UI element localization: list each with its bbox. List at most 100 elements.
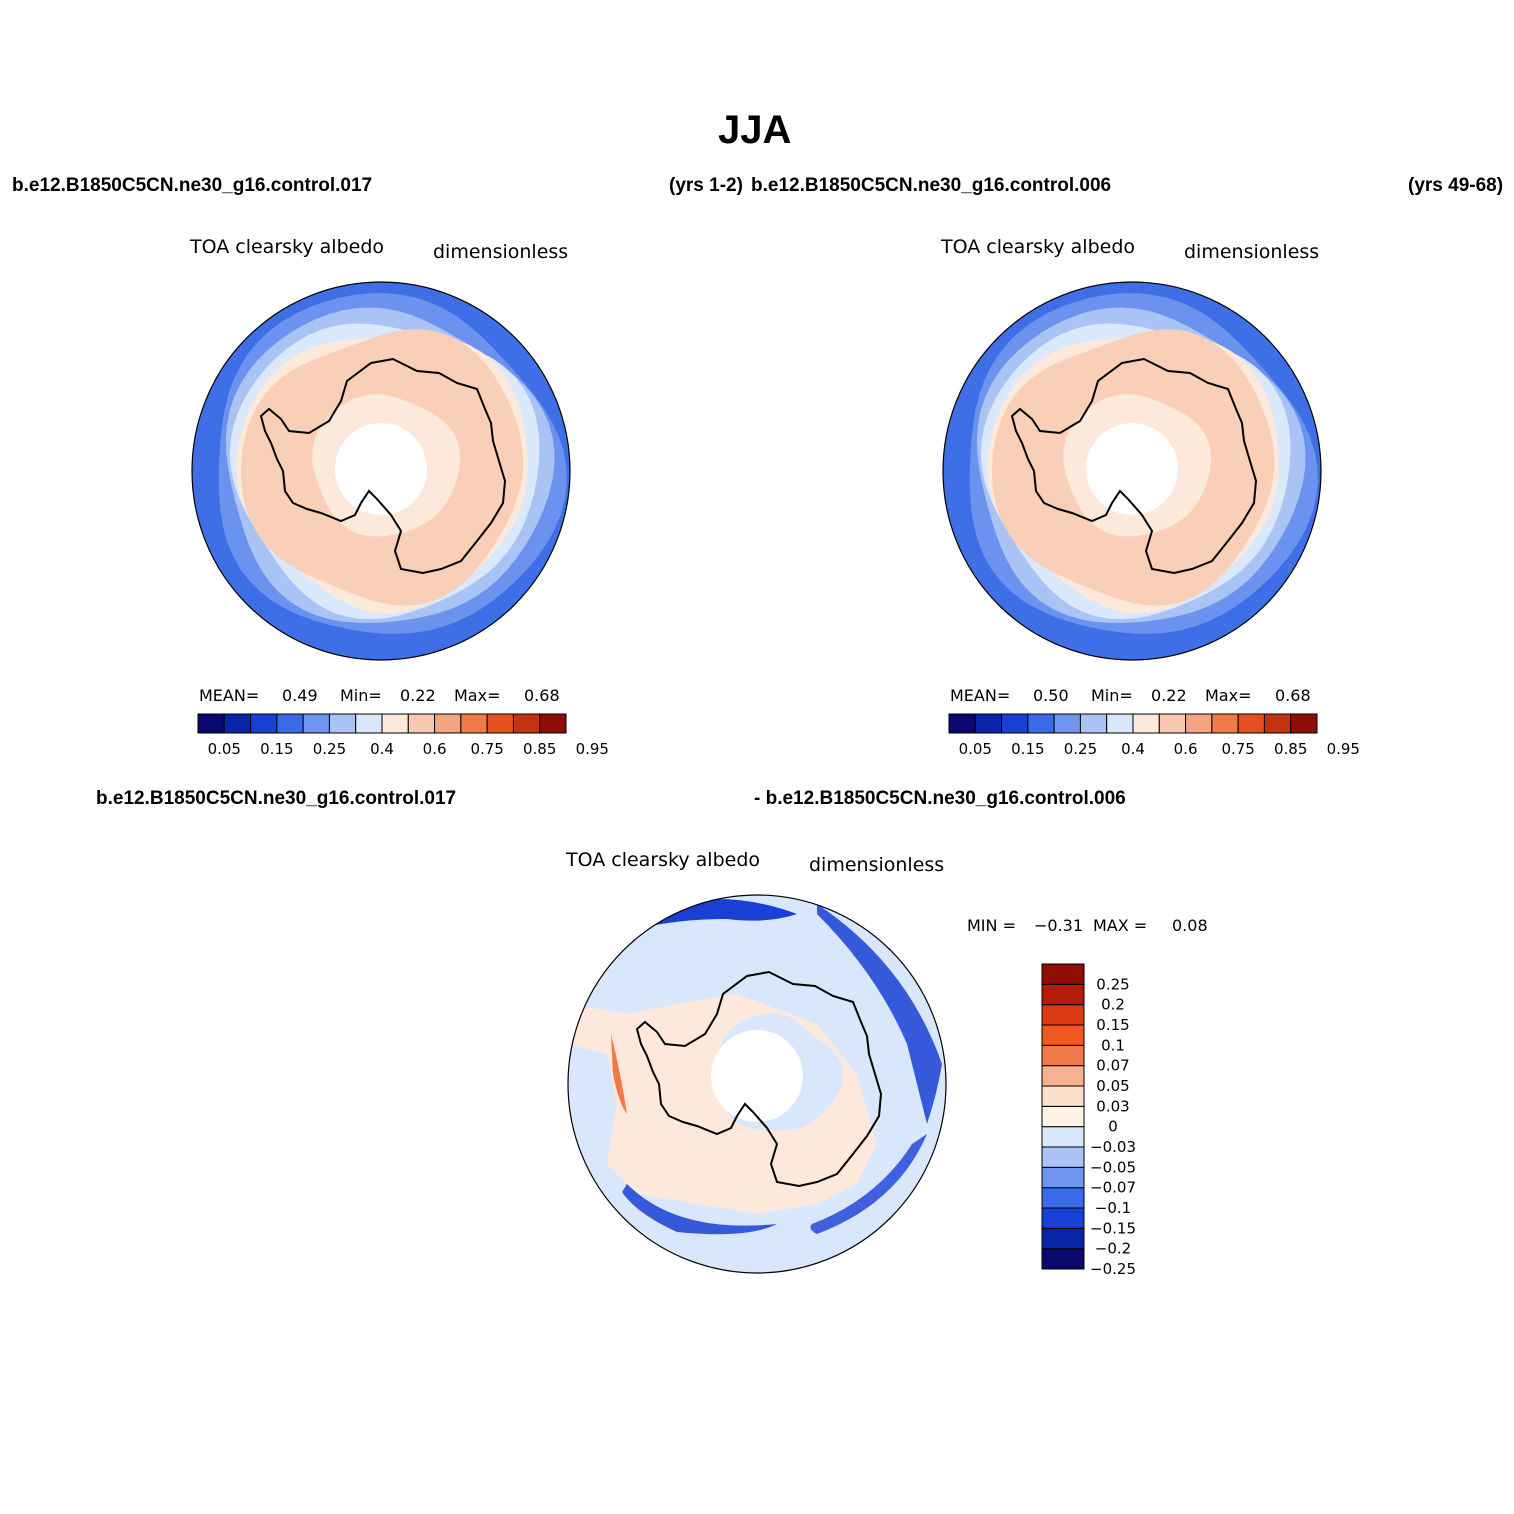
colorbar-swatch: [1027, 713, 1055, 734]
colorbar-swatch: [1041, 1004, 1085, 1026]
panel2-max-value: 0.68: [1275, 686, 1311, 705]
colorbar-swatch: [460, 713, 488, 734]
colorbar-swatch: [948, 713, 976, 734]
map-boundary: [191, 281, 571, 661]
colorbar-swatch: [1041, 1207, 1085, 1229]
colorbar-swatch: [1041, 983, 1085, 1006]
colorbar-swatch: [1041, 963, 1085, 985]
colorbar-swatch: [1041, 1248, 1085, 1270]
colorbar-tick-label: 0.85: [1274, 740, 1307, 758]
colorbar-swatch: [1079, 713, 1108, 734]
colorbar-swatch: [1041, 1044, 1085, 1067]
diff-polar-map: [567, 894, 947, 1274]
colorbar-swatch: [250, 713, 278, 734]
map-field: [192, 282, 570, 660]
colorbar-tick-label: 0.03: [1096, 1097, 1129, 1115]
colorbar-tick-label: 0.25: [1096, 975, 1129, 993]
polar-hole: [335, 423, 427, 515]
panel1-variable: TOA clearsky albedo: [190, 236, 384, 258]
colorbar-swatch: [1106, 713, 1134, 734]
diff-max-label: MAX =: [1093, 916, 1148, 935]
colorbar-tick-label: 0.1: [1101, 1036, 1125, 1054]
colorbar-tick-label: 0.15: [1011, 740, 1044, 758]
colorbar-swatch: [1041, 1166, 1085, 1189]
colorbar-swatch: [1211, 713, 1239, 734]
panel1-polar-map: [191, 281, 571, 661]
antarctica-coastline: [635, 970, 883, 1188]
colorbar-tick-label: −0.07: [1090, 1179, 1136, 1197]
colorbar-tick-label: −0.1: [1095, 1199, 1131, 1217]
colorbar-tick-label: 0.05: [1096, 1077, 1129, 1095]
years-left: (yrs 1-2): [669, 175, 743, 196]
panel1-colorbar: 0.05 0.15 0.25 0.4 0.6 0.75 0.85 0.95: [197, 713, 609, 758]
colorbar-tick-label: 0.15: [1096, 1016, 1129, 1034]
panel2-units: dimensionless: [1184, 241, 1320, 263]
map-boundary: [942, 281, 1322, 661]
panel2-variable: TOA clearsky albedo: [941, 236, 1135, 258]
case-name-left: b.e12.B1850C5CN.ne30_g16.control.017: [12, 175, 373, 196]
colorbar-swatch: [381, 713, 409, 734]
colorbar-tick-label: 0.95: [576, 740, 609, 758]
diff-max-value: 0.08: [1172, 916, 1208, 935]
polar-hole: [711, 1030, 803, 1122]
map-field: [943, 282, 1321, 660]
colorbar-tick-label: 0.2: [1101, 996, 1125, 1014]
colorbar-swatch: [1132, 713, 1160, 734]
colorbar-swatch: [974, 713, 1003, 734]
colorbar-swatch: [1041, 1227, 1085, 1250]
diff-units: dimensionless: [809, 854, 945, 876]
antarctica-coastline: [259, 357, 507, 575]
colorbar-tick-label: −0.05: [1090, 1158, 1136, 1176]
colorbar-swatch: [1185, 713, 1213, 734]
colorbar-swatch: [302, 713, 330, 734]
colorbar-tick-label: −0.2: [1095, 1240, 1131, 1258]
colorbar-swatch: [407, 713, 436, 734]
colorbar-swatch: [276, 713, 304, 734]
colorbar-swatch: [486, 713, 514, 734]
years-right: (yrs 49-68): [1408, 175, 1504, 196]
panel1-mean-value: 0.49: [282, 686, 318, 705]
colorbar-tick-label: 0.4: [370, 740, 394, 758]
panel2-min-value: 0.22: [1151, 686, 1187, 705]
colorbar-swatch: [512, 713, 541, 734]
diff-variable: TOA clearsky albedo: [566, 849, 760, 871]
diff-positive-streak: [611, 1034, 627, 1114]
colorbar-swatch: [197, 713, 225, 734]
diff-negative-band-south-west: [622, 1184, 777, 1235]
colorbar-tick-label: 0.6: [1174, 740, 1198, 758]
panel2-mean-label: MEAN=: [950, 686, 1011, 705]
map-boundary: [567, 894, 947, 1274]
colorbar-tick-label: 0.4: [1121, 740, 1145, 758]
panel2-max-label: Max=: [1205, 686, 1252, 705]
diff-min-value: −0.31: [1034, 916, 1084, 935]
colorbar-swatch: [434, 713, 462, 734]
panel1-mean-label: MEAN=: [199, 686, 260, 705]
diff-case-a: b.e12.B1850C5CN.ne30_g16.control.017: [96, 788, 457, 809]
colorbar-swatch: [1041, 1105, 1085, 1128]
colorbar-tick-label: −0.25: [1090, 1260, 1136, 1278]
colorbar-swatch: [1001, 713, 1029, 734]
diff-negative-band-south-east: [810, 1134, 927, 1234]
colorbar-tick-label: 0: [1108, 1118, 1118, 1136]
colorbar-tick-label: 0.6: [423, 740, 447, 758]
colorbar-tick-label: 0.75: [470, 740, 503, 758]
colorbar-tick-label: −0.15: [1090, 1219, 1136, 1237]
colorbar-swatch: [1290, 713, 1318, 734]
panel1-max-label: Max=: [454, 686, 501, 705]
colorbar-swatch: [1041, 1024, 1085, 1046]
colorbar-swatch: [1053, 713, 1081, 734]
colorbar-swatch: [1158, 713, 1187, 734]
colorbar-tick-label: 0.75: [1221, 740, 1254, 758]
colorbar-swatch: [1041, 1065, 1085, 1087]
diff-field: [568, 895, 946, 1273]
antarctica-coastline: [1010, 357, 1258, 575]
diff-negative-band-east: [817, 904, 942, 1124]
colorbar-swatch: [1041, 1146, 1085, 1168]
colorbar-tick-label: −0.03: [1090, 1138, 1136, 1156]
colorbar-swatch: [539, 713, 567, 734]
colorbar-swatch: [1041, 1187, 1085, 1209]
colorbar-swatch: [1237, 713, 1265, 734]
figure-title: JJA: [718, 108, 792, 152]
colorbar-swatch: [1041, 1085, 1085, 1107]
colorbar-tick-label: 0.07: [1096, 1057, 1129, 1075]
